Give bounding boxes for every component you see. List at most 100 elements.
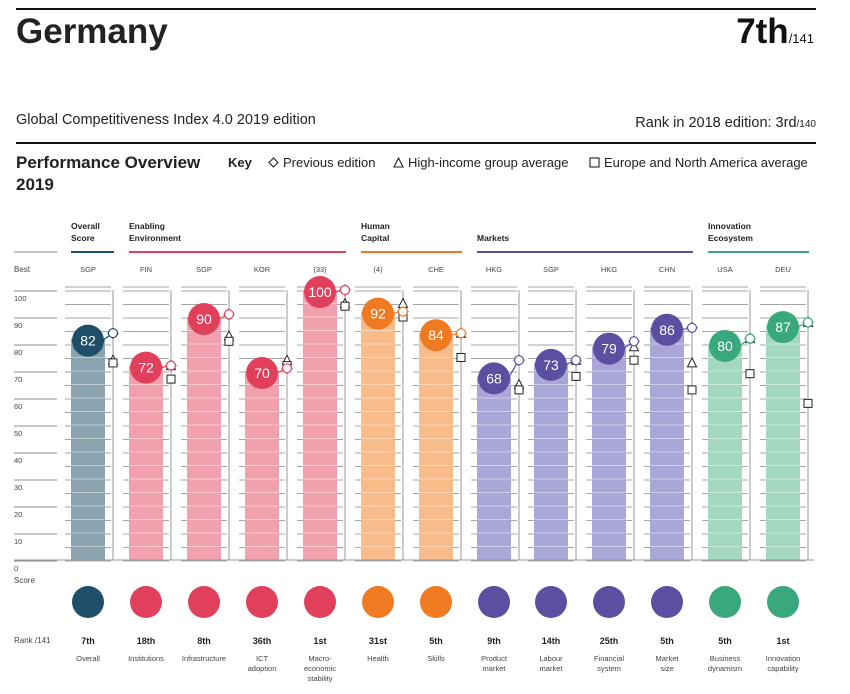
pillar-name: dynamism [708,664,742,673]
y-tick-label: 90 [14,321,22,330]
score-circle [362,297,394,330]
score-ring [744,333,756,344]
score-label: 79 [601,341,617,357]
rank-label: 31st [369,636,387,646]
y-tick-label: 70 [14,375,22,384]
pillar-name: market [483,664,507,673]
pillar-name: Institutions [128,654,164,663]
top-rule [16,8,816,10]
score-ring [281,363,293,374]
score-ring [223,309,235,320]
europe-marker [456,353,466,362]
pillar-name: economic [304,664,336,673]
edition-label: Global Competitiveness Index 4.0 2019 ed… [16,112,316,128]
pillar-name: Product [481,654,508,663]
score-bar [419,333,453,560]
pillar-name: Innovation [766,654,801,663]
legend-high-income: High-income group average [393,155,568,170]
score-circle [246,357,278,389]
legend-high-income-label: High-income group average [408,155,569,170]
group-label: Score [71,233,95,243]
score-bar [71,338,105,560]
high-income-marker [686,356,698,368]
pillar-name: Financial [594,654,624,663]
score-circle [651,313,683,346]
score-circle [767,311,799,344]
score-label: 68 [486,370,502,386]
group-label: Human [361,221,390,231]
group-label: Capital [361,233,389,243]
overall-rank: 7th/141 [736,12,814,52]
y-tick-label: 100 [14,294,27,303]
pillar-name: system [597,664,621,673]
score-label: 73 [543,357,559,373]
best-country-label: KOR [254,265,271,274]
pillar-dot [362,586,394,618]
score-label: Score [14,576,35,585]
score-label: 72 [138,360,154,376]
overall-rank-value: 7th [736,12,789,51]
score-bar [361,311,395,560]
score-label: 100 [308,284,332,300]
pillar-name: Business [710,654,741,663]
rank-label: 36th [253,636,272,646]
best-country-label: (33) [313,265,327,274]
score-ring [397,306,409,317]
pillar-dot [651,586,683,618]
best-country-label: CHE [428,265,444,274]
y-tick-label: 20 [14,510,22,519]
group-label: Enabling [129,221,165,231]
score-label: 82 [80,333,96,349]
europe-marker [514,385,524,395]
score-ring [570,355,582,366]
performance-title-year: 2019 [16,175,54,194]
best-country-label: DEU [775,265,791,274]
score-bar [129,365,163,560]
europe-marker [340,301,350,311]
score-ring [628,336,640,347]
europe-marker [687,385,697,395]
best-country-label: SGP [543,265,559,274]
rank-label: 5th [429,636,443,646]
best-country-label: HKG [486,265,502,274]
legend-europe-label: Europe and North America average [604,155,808,170]
y-tick-label: 50 [14,429,22,438]
country-name: Germany [16,12,168,51]
score-label: 87 [775,319,791,335]
high-income-marker [397,297,409,308]
section-rule [16,142,816,144]
score-circle [130,351,162,384]
score-circle [478,362,510,395]
score-circle [304,276,336,308]
score-label: 84 [428,327,444,343]
legend-key-label: Key [228,155,252,170]
group-label: Markets [477,233,509,243]
best-country-label: SGP [80,265,96,274]
pillar-name: Macro- [308,654,332,663]
score-label: 70 [254,365,270,381]
pillar-dot [767,586,799,618]
score-ring [686,322,698,333]
best-country-label: USA [717,265,732,274]
group-label: Ecosystem [708,233,753,243]
europe-marker [571,371,581,381]
best-country-label: SGP [196,265,212,274]
rank-label: 18th [137,636,156,646]
y-tick-label: 10 [14,537,22,546]
score-bar [534,362,568,560]
score-ring [513,355,525,366]
best-label: Best [14,265,31,274]
score-bar [766,325,800,560]
rank-label: 5th [718,636,732,646]
y-tick-label: 0 [14,564,18,573]
score-label: 92 [370,306,386,322]
square-icon [589,157,600,168]
score-bar [592,346,626,560]
rank-label: 9th [487,636,501,646]
rank-label: 1st [313,636,326,646]
best-country-label: HKG [601,265,617,274]
pillar-name: size [660,664,673,673]
score-label: 86 [659,322,675,338]
pillar-name: capability [767,664,799,673]
